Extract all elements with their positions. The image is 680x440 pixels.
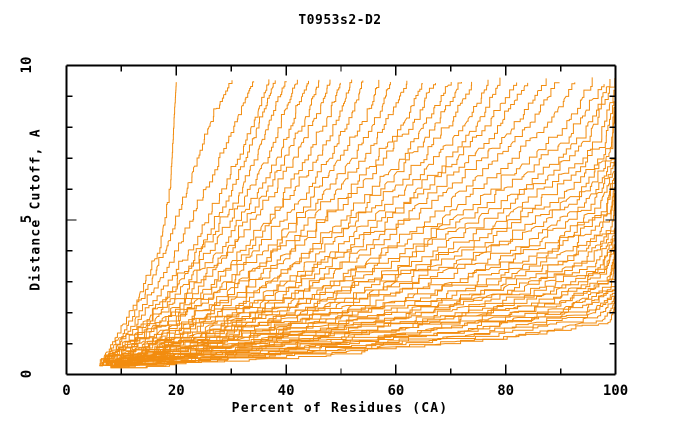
data-series-line (104, 83, 423, 366)
data-series-line (104, 83, 436, 366)
data-series-line (99, 81, 255, 366)
data-series-line (110, 166, 616, 366)
data-series-line (104, 79, 353, 366)
data-series-line (104, 109, 616, 366)
data-series-line (99, 82, 177, 365)
data-series-line (99, 79, 270, 367)
y-tick-label: 0 (18, 369, 35, 378)
data-series-line (104, 77, 593, 366)
page-title: T0953s2-D2 (298, 13, 382, 28)
y-tick-label: 10 (18, 56, 35, 73)
x-tick-label: 100 (602, 382, 629, 399)
data-series-line (99, 80, 276, 366)
data-series-line (104, 81, 473, 366)
axis-frame-layer (65, 64, 617, 376)
data-series-line (104, 82, 462, 366)
data-series-line (104, 79, 489, 366)
x-tick-label: 60 (387, 382, 405, 399)
data-series-line (104, 77, 501, 366)
x-tick-label: 0 (62, 382, 71, 399)
x-tick-label: 40 (277, 382, 295, 399)
x-tick-label: 80 (497, 382, 515, 399)
data-series-line (99, 82, 341, 366)
data-series-line (99, 81, 287, 366)
data-series-line (104, 80, 364, 366)
data-series-line (104, 79, 611, 366)
data-series-line (104, 80, 408, 366)
data-series-line (104, 140, 616, 366)
data-series-line (104, 79, 380, 366)
data-series-line (104, 78, 547, 366)
data-series-line (104, 82, 452, 366)
data-series-line (104, 126, 616, 366)
data-series-line (104, 82, 560, 366)
data-series-line (110, 161, 616, 366)
y-tick-label: 5 (18, 214, 35, 224)
data-series-line (99, 80, 233, 366)
data-series-line (104, 99, 616, 366)
data-series-line (99, 79, 331, 366)
data-series-line (104, 120, 616, 366)
data-series-line (110, 174, 616, 366)
data-series-line (99, 79, 320, 366)
data-series-line (104, 134, 616, 366)
data-series-line (104, 112, 616, 366)
x-tick-label: 20 (167, 382, 185, 399)
data-series-line (104, 82, 576, 366)
data-series-line (99, 79, 298, 366)
series-layer (99, 77, 616, 369)
x-axis-label: Percent of Residues (CA) (231, 401, 449, 416)
data-series-line (104, 78, 616, 366)
